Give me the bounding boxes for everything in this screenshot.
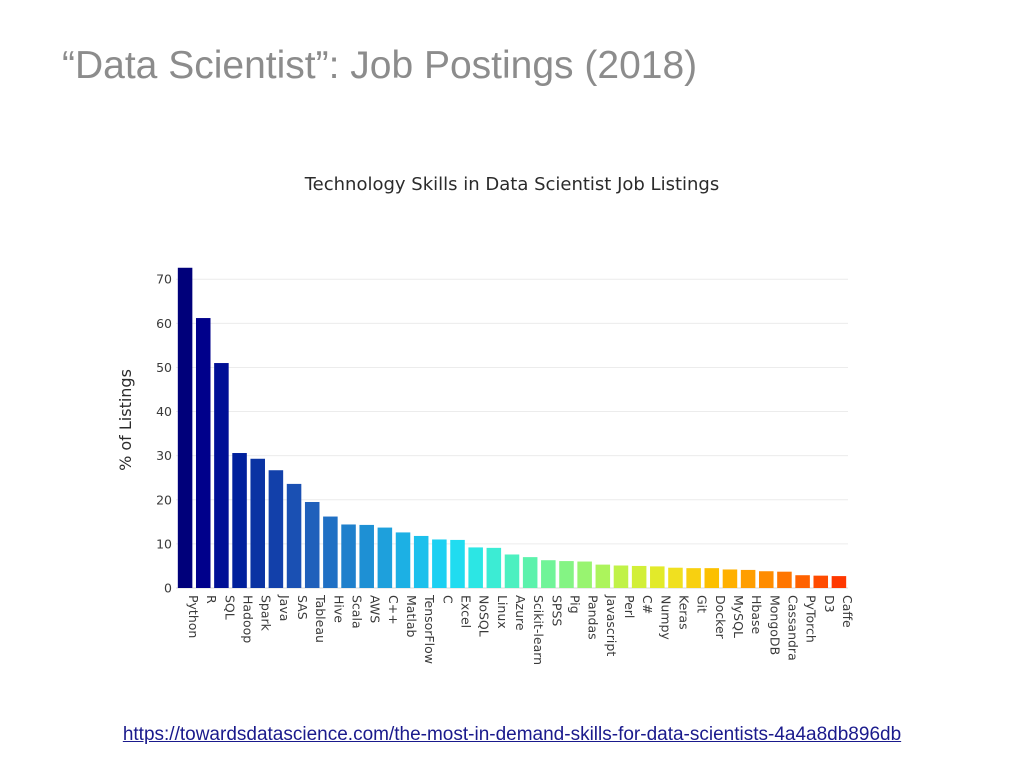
source-link[interactable]: https://towardsdatascience.com/the-most-… xyxy=(122,724,902,745)
bar-matlab xyxy=(395,532,411,588)
bar-d3 xyxy=(813,575,829,588)
bar-pytorch xyxy=(795,575,810,588)
x-tick-label: Hive xyxy=(331,595,346,623)
x-tick-label: Caffe xyxy=(840,595,855,628)
bar-pandas xyxy=(577,561,592,588)
bar-numpy xyxy=(650,566,665,588)
bar-git xyxy=(686,568,701,588)
x-tick-label: C++ xyxy=(386,595,401,625)
bar-keras xyxy=(668,567,683,588)
x-tick-label: MongoDB xyxy=(767,595,782,655)
x-tick-label: Pig xyxy=(567,595,582,614)
y-tick-label: 70 xyxy=(156,272,172,287)
bar-scala xyxy=(341,524,356,588)
x-tick-label: Git xyxy=(695,595,710,613)
bar-tableau xyxy=(304,501,320,588)
y-tick-label: 0 xyxy=(164,581,172,596)
bar-r xyxy=(195,318,211,588)
x-tick-label: SQL xyxy=(222,595,237,620)
bar-cassandra xyxy=(777,571,792,588)
bar-scikit-learn xyxy=(522,557,538,588)
x-tick-label: Azure xyxy=(513,595,528,631)
bar-nosql xyxy=(468,547,483,588)
bar-sql xyxy=(214,363,229,588)
bar-hbase xyxy=(740,569,756,588)
y-tick-label: 60 xyxy=(156,316,172,331)
x-tick-label: TensorFlow xyxy=(422,594,437,664)
x-tick-label: Matlab xyxy=(404,595,419,637)
bar-python xyxy=(177,267,193,588)
y-tick-label: 30 xyxy=(156,448,172,463)
x-tick-label: Scikit-learn xyxy=(531,595,546,665)
x-tick-label: Excel xyxy=(459,595,474,628)
bar-hive xyxy=(323,516,338,588)
bar-c xyxy=(631,565,647,588)
y-tick-label: 20 xyxy=(156,492,172,507)
x-tick-label: Python xyxy=(186,595,201,638)
bar-excel xyxy=(450,539,465,588)
x-tick-label: Linux xyxy=(495,595,510,629)
x-tick-label: SPSS xyxy=(549,595,564,626)
x-tick-label: PyTorch xyxy=(804,595,819,643)
x-tick-label: Hadoop xyxy=(241,595,256,643)
x-tick-label: Hbase xyxy=(749,595,764,635)
bar-mysql xyxy=(722,569,738,588)
x-tick-label: AWS xyxy=(368,595,383,623)
x-tick-label: Numpy xyxy=(658,595,673,640)
bar-docker xyxy=(704,568,720,588)
y-tick-label: 10 xyxy=(156,536,172,551)
bar-spark xyxy=(250,458,265,588)
bar-perl xyxy=(613,565,629,588)
bar-sas xyxy=(286,483,302,588)
bar-azure xyxy=(504,554,520,588)
x-tick-label: Javascript xyxy=(604,594,619,656)
x-tick-label: Docker xyxy=(713,595,728,640)
bar-chart: Technology Skills in Data Scientist Job … xyxy=(116,174,855,665)
bar-linux xyxy=(486,547,502,588)
x-tick-label: Scala xyxy=(350,595,365,629)
chart-title: Technology Skills in Data Scientist Job … xyxy=(304,174,720,195)
x-tick-label: C# xyxy=(640,595,655,614)
bar-c xyxy=(377,527,393,588)
x-tick-label: MySQL xyxy=(731,595,746,638)
bar-c xyxy=(432,539,447,588)
bars xyxy=(177,267,847,588)
bar-aws xyxy=(359,524,374,588)
x-tick-label: R xyxy=(204,595,219,604)
bar-pig xyxy=(559,561,574,588)
x-tick-label: Perl xyxy=(622,595,637,618)
y-axis-label: % of Listings xyxy=(116,369,135,471)
bar-hadoop xyxy=(232,453,247,588)
x-tick-label: D3 xyxy=(822,595,837,613)
bar-tensorflow xyxy=(413,535,429,588)
x-tick-label: Pandas xyxy=(586,595,601,640)
x-tick-label: SAS xyxy=(295,595,310,620)
bar-caffe xyxy=(831,576,847,588)
x-tick-label: C xyxy=(440,595,455,604)
slide-title: “Data Scientist”: Job Postings (2018) xyxy=(62,44,698,87)
x-tick-label: Cassandra xyxy=(785,595,800,661)
x-tick-label: NoSQL xyxy=(477,595,492,637)
x-axis-ticks: Python R SQL Hadoop Spark Java SAS Tableau Hive S… xyxy=(186,594,855,665)
x-tick-label: Tableau xyxy=(313,594,328,643)
x-tick-label: Keras xyxy=(676,595,691,630)
y-axis-ticks: 0 10 20 30 40 50 60 70 xyxy=(156,272,172,596)
bar-java xyxy=(268,470,284,588)
y-tick-label: 50 xyxy=(156,360,172,375)
x-tick-label: Spark xyxy=(259,595,274,632)
y-tick-label: 40 xyxy=(156,404,172,419)
x-tick-label: Java xyxy=(277,594,292,621)
bar-javascript xyxy=(595,564,611,588)
bar-mongodb xyxy=(759,571,774,588)
bar-spss xyxy=(541,560,556,588)
